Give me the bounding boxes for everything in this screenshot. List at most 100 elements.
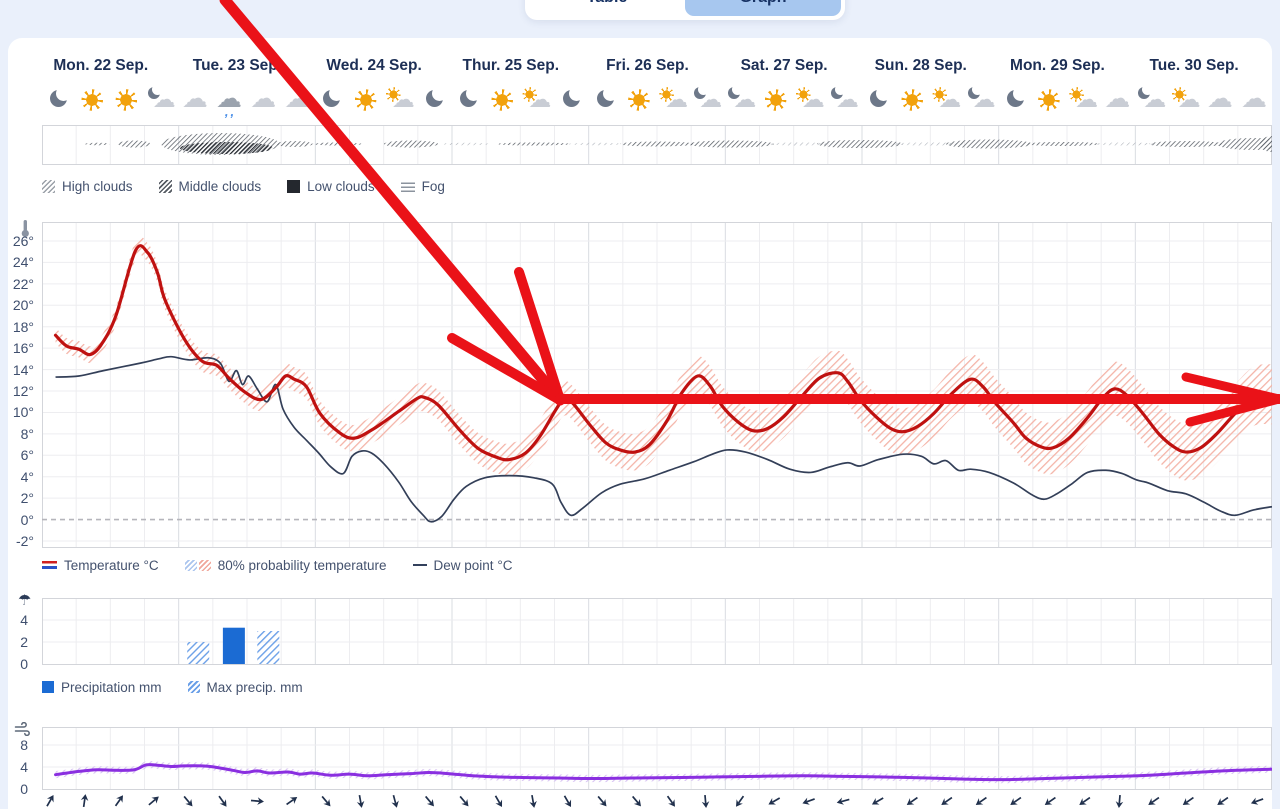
wind-direction-arrow: [286, 796, 298, 806]
legend-label: High clouds: [62, 178, 133, 194]
wind-direction-arrow: [906, 796, 918, 806]
prob-legend-icon: [184, 559, 211, 571]
temp-tick-label: 24°: [12, 254, 34, 271]
wind-direction-arrow: [424, 795, 434, 807]
wind-tick-label: 0: [20, 781, 28, 797]
wind-direction-arrow: [356, 794, 365, 808]
precipitation-chart: [42, 598, 1272, 665]
wind-direction-arrow: [631, 795, 641, 807]
sun-icon: [486, 87, 520, 115]
legend-label: Temperature °C: [64, 557, 159, 573]
day-label: Mon. 29 Sep.: [1010, 57, 1105, 74]
wind-direction-arrow: [1182, 796, 1194, 806]
sun-cloud-icon: ☁: [657, 87, 691, 115]
weather-icons-row: ☁ ☁ ☁,, ☁ ☁ ☁ ☁ ☁ ☁ ☁ ☁ ☁ ☁ ☁ ☁ ☁ ☁ ☁ ☁ ☁: [42, 84, 1272, 119]
day-label: Sun. 28 Sep.: [874, 57, 967, 74]
moon-cloud-icon: ☁: [1135, 84, 1169, 115]
wind-direction-arrow: [391, 794, 399, 808]
precip-tick-label: 4: [20, 612, 28, 628]
day-labels-row: Mon. 22 Sep. Tue. 23 Sep. Wed. 24 Sep. Thur…: [42, 57, 1272, 81]
tab-graph[interactable]: Graph: [685, 0, 841, 16]
wind-direction-arrow: [1250, 797, 1264, 805]
sun-icon: [760, 87, 794, 115]
moon-icon: [589, 86, 623, 115]
legend-label: 80% probability temperature: [217, 557, 387, 573]
wind-direction-arrow: [1010, 796, 1022, 806]
solid-dark-legend-icon: [287, 179, 301, 193]
day-label: Thur. 25 Sep.: [462, 57, 560, 74]
wind-direction-arrow: [494, 795, 503, 808]
sun-icon: [896, 87, 930, 115]
wind-direction-arrow: [735, 795, 745, 807]
temperature-legend: Temperature °C 80% probability temperatur…: [42, 556, 512, 574]
wind-direction-arrow: [250, 797, 264, 805]
wind-direction-arrow: [46, 794, 54, 807]
sun-icon: [110, 87, 144, 115]
sun-icon: [76, 87, 110, 115]
temp-tick-label: 8°: [20, 425, 34, 442]
wind-direction-arrow: [1079, 796, 1091, 806]
wind-direction-arrow: [218, 795, 227, 807]
wind-direction-arrow: [768, 797, 781, 805]
temp-tick-label: 0°: [20, 511, 34, 528]
legend-label: Middle clouds: [178, 178, 262, 194]
wind-chart: [42, 727, 1272, 790]
temp-tick-label: 18°: [12, 318, 34, 335]
day-label: Sat. 27 Sep.: [740, 57, 828, 74]
wind-direction-arrow: [529, 794, 537, 808]
day-label: Tue. 23 Sep.: [192, 57, 283, 74]
moon-icon: [452, 86, 486, 115]
wind-direction-arrow: [1115, 794, 1124, 808]
wind-direction-arrow: [1217, 796, 1229, 806]
moon-cloud-icon: ☁: [145, 84, 179, 115]
cloud-icon: ☁: [250, 84, 277, 114]
legend-item: Max precip. mm: [187, 679, 303, 695]
dew-line-legend-icon: [412, 563, 427, 567]
sun-icon: [623, 87, 657, 115]
view-toggle: Table Graph: [525, 0, 845, 20]
wind-direction-arrow: [148, 796, 159, 806]
day-label: Mon. 22 Sep.: [53, 57, 149, 74]
rain-cloud-icon: ☁,,: [215, 84, 242, 119]
legend-item: Low clouds: [287, 179, 375, 194]
moon-icon: [999, 86, 1033, 115]
wind-tick-label: 8: [20, 737, 28, 753]
wind-direction-arrow: [941, 796, 953, 806]
temp-tick-label: 12°: [12, 383, 34, 399]
legend-item: Dew point °C: [412, 557, 513, 573]
legend-label: Dew point °C: [433, 557, 513, 573]
temperature-chart: [42, 222, 1272, 548]
cloud-cover-chart: [42, 125, 1272, 165]
legend-item: Fog: [400, 179, 445, 194]
temp-tick-label: 22°: [12, 275, 34, 292]
sun-icon: [350, 87, 384, 115]
sun-cloud-icon: ☁: [930, 87, 964, 115]
thermometer-icon: [20, 219, 31, 238]
cloud-icon: ☁: [284, 84, 311, 114]
precip-tick-label: 0: [20, 656, 28, 672]
wind-direction-arrow: [701, 794, 710, 808]
precipitation-legend: Precipitation mm Max precip. mm: [42, 678, 303, 696]
precip-solid-legend-icon: [42, 681, 54, 693]
legend-item: Temperature °C: [42, 558, 159, 573]
wind-direction-arrow: [1148, 796, 1160, 806]
day-label: Fri. 26 Sep.: [606, 57, 689, 74]
wind-direction-arrow: [563, 795, 572, 808]
legend-label: Max precip. mm: [206, 679, 303, 695]
wind-direction-arrow: [836, 797, 850, 805]
wind-direction-arrow: [80, 794, 89, 808]
day-label: Wed. 24 Sep.: [326, 57, 422, 74]
wind-direction-arrow: [183, 795, 193, 807]
day-label: Tue. 30 Sep.: [1149, 57, 1239, 74]
moon-cloud-icon: ☁: [828, 84, 862, 115]
wind-direction-arrow: [871, 797, 884, 805]
moon-icon: [418, 86, 452, 115]
moon-cloud-icon: ☁: [691, 84, 725, 115]
legend-item: 80% probability temperature: [184, 557, 387, 573]
precip-tick-label: 2: [20, 634, 28, 650]
wind-direction-arrow: [459, 795, 469, 807]
wind-direction-arrow: [1044, 796, 1056, 806]
cloud-icon: ☁: [1104, 84, 1131, 114]
tab-table[interactable]: Table: [529, 0, 685, 16]
moon-cloud-icon: ☁: [725, 84, 759, 115]
